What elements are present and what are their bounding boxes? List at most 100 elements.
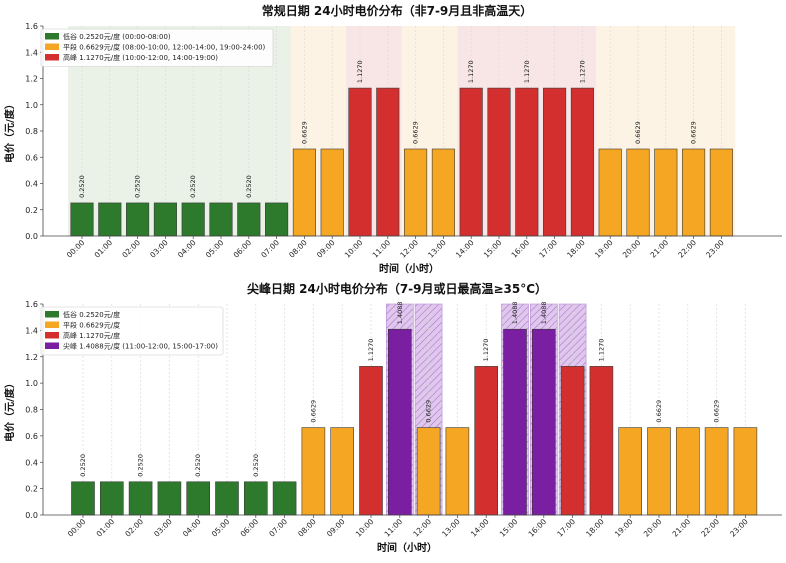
x-tick-label: 20:00	[642, 517, 664, 539]
y-tick-label: 1.4	[25, 48, 38, 57]
bar-11:00	[387, 328, 412, 516]
legend-label: 低谷 0.2520元/度	[63, 310, 120, 319]
x-tick-label: 06:00	[239, 517, 261, 539]
bar-00:00	[71, 481, 95, 516]
bar-16:00	[515, 87, 539, 237]
legend-swatch-valley	[45, 311, 59, 318]
data-label: 1.1270	[578, 60, 586, 83]
x-tick-label: 14:00	[454, 238, 476, 260]
bar-22:00	[682, 148, 706, 237]
bar-21:00	[675, 427, 700, 516]
data-label: 0.6629	[300, 121, 308, 144]
bars	[70, 87, 733, 237]
x-tick-label: 13:00	[440, 517, 462, 539]
chart-title: 常规日期 24小时电价分布（非7-9月且非高温天）	[262, 3, 533, 18]
bar-12:00	[404, 148, 428, 237]
data-label: 0.6629	[690, 121, 698, 144]
x-tick-label: 02:00	[123, 517, 145, 539]
x-tick-label: 00:00	[66, 517, 88, 539]
x-tick-label: 07:00	[259, 238, 281, 260]
legend-label: 平段 0.6629元/度 (08:00-10:00, 12:00-14:00, …	[63, 43, 266, 52]
x-tick-label: 16:00	[510, 238, 532, 260]
x-axis-label: 时间（小时）	[379, 262, 439, 275]
data-label: 1.4088	[396, 301, 404, 324]
y-tick-label: 0.6	[25, 432, 38, 441]
bar-07:00	[265, 202, 289, 237]
x-tick-label: 22:00	[699, 517, 721, 539]
bar-08:00	[301, 427, 326, 516]
data-label: 1.1270	[597, 339, 605, 362]
bar-02:00	[128, 481, 153, 516]
data-label: 0.2520	[252, 454, 260, 477]
x-tick-label: 09:00	[315, 238, 337, 260]
x-tick-label: 17:00	[537, 238, 559, 260]
data-label: 0.2520	[78, 175, 86, 198]
y-axis-label: 电价（元/度）	[3, 99, 16, 163]
chart-regular: 常规日期 24小时电价分布（非7-9月且非高温天） 0.2520 0.2520 0.…	[3, 3, 782, 275]
bar-23:00	[733, 427, 758, 516]
x-tick-labels: 00:00 01:00 02:00 03:00 04:00 05:00 06:00 07:00…	[66, 515, 750, 539]
data-label: 0.6629	[412, 121, 420, 144]
y-tick-label: 0.4	[25, 180, 38, 189]
y-tick-label: 0.0	[25, 232, 38, 241]
x-axis-label: 时间（小时）	[377, 541, 437, 554]
bar-05:00	[209, 202, 233, 237]
bar-15:00	[487, 87, 511, 237]
bar-14:00	[459, 87, 483, 237]
legend-swatch-flat	[45, 43, 59, 50]
legend-label: 高峰 1.1270元/度 (10:00-12:00, 14:00-19:00)	[63, 53, 218, 62]
x-tick-label: 04:00	[176, 238, 198, 260]
data-label: 0.6629	[655, 400, 663, 423]
x-tick-label: 07:00	[267, 517, 289, 539]
bar-18:00	[570, 87, 594, 237]
x-tick-label: 10:00	[343, 238, 365, 260]
legend-swatch-flat	[45, 321, 59, 328]
y-tick-label: 0.8	[25, 406, 38, 415]
x-tick-label: 12:00	[411, 517, 433, 539]
legend-swatch-sharp	[45, 342, 59, 349]
legend-label: 低谷 0.2520元/度 (00:00-08:00)	[63, 32, 171, 41]
x-tick-label: 06:00	[232, 238, 254, 260]
data-label: 1.4088	[540, 301, 548, 324]
y-tick-label: 1.2	[25, 353, 38, 362]
bar-09:00	[320, 148, 344, 237]
bar-03:00	[157, 481, 182, 516]
y-tick-label: 1.6	[25, 300, 38, 309]
data-label: 0.2520	[137, 454, 145, 477]
y-axis-label: 电价（元/度）	[3, 378, 16, 442]
x-tick-label: 23:00	[728, 517, 750, 539]
y-tick-label: 0.6	[25, 153, 38, 162]
bar-21:00	[654, 148, 678, 237]
bar-05:00	[215, 481, 239, 516]
y-tick-label: 1.4	[25, 326, 38, 335]
x-tick-label: 01:00	[95, 517, 117, 539]
data-label: 0.6629	[425, 400, 433, 423]
bar-13:00	[445, 427, 470, 516]
x-tick-label: 17:00	[555, 517, 577, 539]
bar-04:00	[186, 481, 210, 516]
data-label: 1.1270	[356, 60, 364, 83]
y-tick-label: 0.8	[25, 127, 38, 136]
legend-label: 高峰 1.1270元/度	[63, 331, 120, 340]
y-tick-label: 0.0	[25, 511, 38, 520]
bar-10:00	[348, 87, 372, 237]
legend-swatch-peak	[45, 54, 59, 61]
x-tick-label: 03:00	[148, 238, 170, 260]
chart-title: 尖峰日期 24小时电价分布（7-9月或日最高温≥35°C）	[247, 281, 547, 296]
bar-15:00	[503, 328, 527, 516]
x-tick-label: 10:00	[354, 517, 376, 539]
bar-12:00	[416, 427, 441, 516]
bar-19:00	[618, 427, 643, 516]
x-tick-label: 15:00	[498, 517, 520, 539]
legend-box	[40, 28, 274, 67]
data-label: 1.4088	[511, 301, 519, 324]
legend-swatch-valley	[45, 33, 59, 40]
x-tick-label: 02:00	[120, 238, 142, 260]
bar-22:00	[704, 427, 729, 516]
x-tick-label: 21:00	[649, 238, 671, 260]
x-tick-label: 13:00	[426, 238, 448, 260]
bar-04:00	[181, 202, 205, 237]
data-label: 1.1270	[523, 60, 531, 83]
